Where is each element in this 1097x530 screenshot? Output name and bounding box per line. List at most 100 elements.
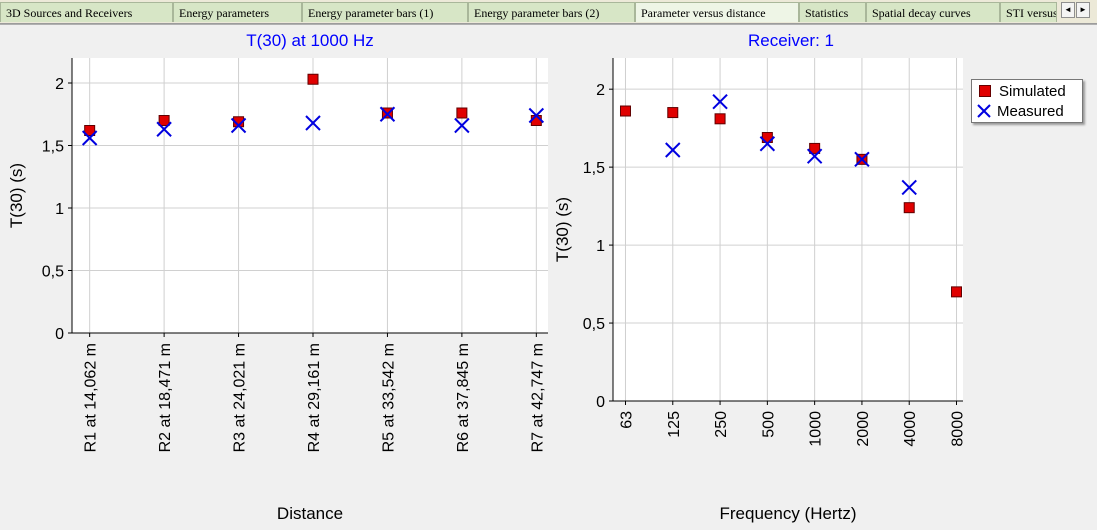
measured-point-stroke bbox=[528, 107, 545, 124]
x-tick-label: 500 bbox=[760, 411, 777, 438]
x-tick-label: 2000 bbox=[855, 411, 872, 447]
simulated-point bbox=[809, 142, 821, 154]
measured-point bbox=[156, 121, 172, 137]
y-tick-label: 1 bbox=[55, 201, 64, 218]
plot-area bbox=[613, 58, 963, 401]
measured-point bbox=[665, 142, 681, 158]
y-axis-label: T(30) (s) bbox=[7, 163, 26, 228]
scroll-right-button[interactable]: ► bbox=[1076, 2, 1090, 18]
y-tick-label: 1,5 bbox=[583, 160, 605, 177]
measured-point bbox=[305, 115, 321, 131]
arrow-right-icon: ► bbox=[1079, 5, 1087, 14]
measured-point-stroke bbox=[759, 136, 776, 152]
y-tick-label: 1,5 bbox=[42, 139, 64, 156]
square-marker-icon bbox=[979, 85, 991, 97]
measured-point bbox=[528, 107, 545, 124]
simulated-point bbox=[619, 105, 631, 117]
simulated-point bbox=[158, 115, 170, 126]
simulated-point bbox=[307, 73, 319, 85]
tab-parameter-versus-distance[interactable]: Parameter versus distance bbox=[635, 2, 799, 22]
x-tick-label: R2 at 18,471 m bbox=[157, 343, 174, 452]
legend-label-measured: Measured bbox=[997, 102, 1064, 120]
measured-point-stroke bbox=[712, 93, 728, 110]
arrow-left-icon: ◄ bbox=[1064, 5, 1072, 14]
tab-label: Energy parameter bars (2) bbox=[474, 6, 600, 20]
measured-point-stroke bbox=[230, 117, 247, 134]
chart-legend: Simulated Measured bbox=[971, 79, 1083, 123]
simulated-point bbox=[667, 107, 679, 119]
x-tick-label: R6 at 37,845 m bbox=[455, 343, 472, 452]
simulated-point bbox=[530, 115, 542, 126]
chart-title: Receiver: 1 bbox=[748, 31, 834, 50]
legend-item-measured: Measured bbox=[977, 101, 1064, 121]
x-marker-icon bbox=[977, 104, 991, 118]
measured-point bbox=[806, 148, 823, 164]
tab-label: STI versus bbox=[1006, 6, 1057, 20]
y-tick-label: 0 bbox=[55, 326, 64, 343]
charts-canvas: 0 0,5 1 1,5 2 R1 at 14,062 m R2 at 18,471 m R3 … bbox=[7, 31, 967, 523]
chart-title: T(30) at 1000 Hz bbox=[246, 31, 374, 50]
simulated-point bbox=[84, 125, 96, 136]
chart-2: 0 0,5 1 1,5 2 63 125 250 500 1000 2000 4000 8000 Rece… bbox=[553, 31, 967, 523]
simulated-point bbox=[951, 286, 963, 298]
measured-point-stroke bbox=[305, 115, 321, 131]
measured-point-stroke bbox=[806, 148, 823, 164]
tab-energy-parameters[interactable]: Energy parameters bbox=[173, 2, 302, 22]
measured-point bbox=[854, 151, 870, 168]
y-axis-label: T(30) (s) bbox=[553, 197, 572, 262]
y-tick-label: 0,5 bbox=[42, 264, 64, 281]
tab-bar: 3D Sources and Receivers Energy paramete… bbox=[0, 0, 1097, 24]
tab-statistics[interactable]: Statistics bbox=[799, 2, 866, 22]
x-axis-label: Distance bbox=[277, 504, 343, 523]
x-tick-label: R5 at 33,542 m bbox=[380, 343, 397, 452]
tab-energy-parameter-bars-1[interactable]: Energy parameter bars (1) bbox=[302, 2, 468, 22]
measured-point bbox=[901, 179, 917, 196]
measured-point-stroke bbox=[156, 121, 172, 137]
tab-label: Statistics bbox=[805, 6, 849, 20]
measured-point bbox=[712, 93, 728, 110]
x-tick-label: R7 at 42,747 m bbox=[529, 343, 546, 452]
scroll-left-button[interactable]: ◄ bbox=[1061, 2, 1075, 18]
tab-spatial-decay-curves[interactable]: Spatial decay curves bbox=[866, 2, 1000, 22]
measured-point bbox=[81, 130, 98, 146]
measured-point-stroke bbox=[454, 117, 470, 134]
x-tick-label: R4 at 29,161 m bbox=[306, 343, 323, 452]
measured-point bbox=[230, 117, 247, 134]
tab-label: Energy parameters bbox=[179, 6, 270, 20]
y-tick-label: 2 bbox=[55, 76, 64, 93]
simulated-point bbox=[903, 202, 915, 214]
simulated-point bbox=[714, 113, 726, 125]
measured-point-stroke bbox=[854, 151, 870, 168]
x-axis-label: Frequency (Hertz) bbox=[720, 504, 857, 523]
measured-point-stroke bbox=[901, 179, 917, 196]
legend-label-simulated: Simulated bbox=[999, 82, 1066, 100]
x-tick-label: 4000 bbox=[902, 411, 919, 447]
tab-3d-sources-receivers[interactable]: 3D Sources and Receivers bbox=[0, 2, 173, 22]
y-tick-label: 2 bbox=[596, 82, 605, 99]
x-tick-label: R3 at 24,021 m bbox=[232, 343, 249, 452]
tab-label: 3D Sources and Receivers bbox=[6, 6, 133, 20]
plot-area bbox=[72, 58, 548, 333]
x-tick-label: R1 at 14,062 m bbox=[83, 343, 100, 452]
measured-point bbox=[759, 136, 776, 152]
x-tick-label: 250 bbox=[713, 411, 730, 438]
measured-point bbox=[379, 106, 396, 122]
measured-point-stroke bbox=[81, 130, 98, 146]
measured-point-stroke bbox=[379, 106, 396, 122]
measured-point-stroke bbox=[665, 142, 681, 158]
tab-energy-parameter-bars-2[interactable]: Energy parameter bars (2) bbox=[468, 2, 635, 22]
x-tick-label: 1000 bbox=[808, 411, 825, 447]
x-tick-label: 63 bbox=[618, 411, 635, 429]
simulated-point bbox=[456, 107, 468, 119]
x-tick-label: 125 bbox=[666, 411, 683, 438]
y-tick-label: 0 bbox=[596, 394, 605, 411]
x-tick-label: 8000 bbox=[950, 411, 967, 447]
tab-label: Spatial decay curves bbox=[872, 6, 971, 20]
chart-panel: 0 0,5 1 1,5 2 R1 at 14,062 m R2 at 18,471 m R3 … bbox=[0, 24, 1097, 530]
tab-sti-versus[interactable]: STI versus bbox=[1000, 2, 1057, 22]
legend-item-simulated: Simulated bbox=[978, 81, 1066, 101]
y-tick-label: 1 bbox=[596, 238, 605, 255]
measured-point bbox=[454, 117, 470, 134]
tab-label: Parameter versus distance bbox=[641, 6, 766, 20]
y-tick-label: 0,5 bbox=[583, 316, 605, 333]
